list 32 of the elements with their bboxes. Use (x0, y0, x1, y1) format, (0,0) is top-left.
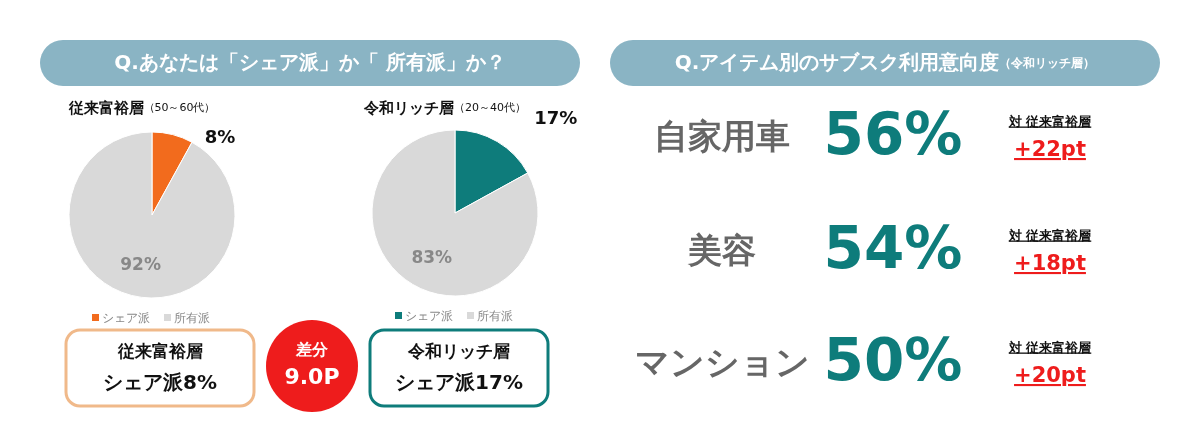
text: 9.0P (284, 364, 340, 389)
text: 56% (823, 100, 963, 169)
text: 対 従来富裕層 (1007, 227, 1092, 243)
text: 従来富裕層 (116, 341, 203, 361)
text: （令和リッチ層） (999, 55, 1096, 70)
category-label: 美容 (687, 229, 756, 270)
text: シェア派17% (395, 369, 523, 394)
pie-slice (68, 131, 236, 299)
text: 対 従来富裕層 (1007, 113, 1092, 129)
text: +22pt (1014, 137, 1086, 161)
pie-slice (371, 129, 539, 297)
data-label: 8% (204, 126, 236, 148)
text: 54% (823, 214, 963, 283)
text: +18pt (1014, 251, 1086, 275)
text: 50% (823, 326, 963, 395)
text: 対 従来富裕層 (1007, 339, 1092, 355)
data-label: 17% (534, 107, 578, 129)
data-label: 92% (120, 254, 161, 275)
text: +20pt (1014, 363, 1086, 387)
data-label: 83% (411, 247, 453, 268)
category-label: 自家用車 (654, 115, 790, 156)
legend-label: 所有派 (477, 308, 513, 323)
text: 令和リッチ層 (407, 341, 510, 361)
legend-label: シェア派 (102, 310, 150, 325)
chart-subtitle: （20～40代） (454, 101, 526, 114)
text: 差分 (295, 339, 329, 359)
chart-subtitle: （50～60代） (143, 101, 216, 114)
category-label: マンション (634, 341, 810, 382)
legend-label: シェア派 (405, 308, 453, 323)
legend-label: 所有派 (174, 310, 210, 325)
text: Q.あなたは「シェア派」か「 所有派」か？ (114, 49, 506, 74)
text: シェア派8% (103, 369, 217, 394)
